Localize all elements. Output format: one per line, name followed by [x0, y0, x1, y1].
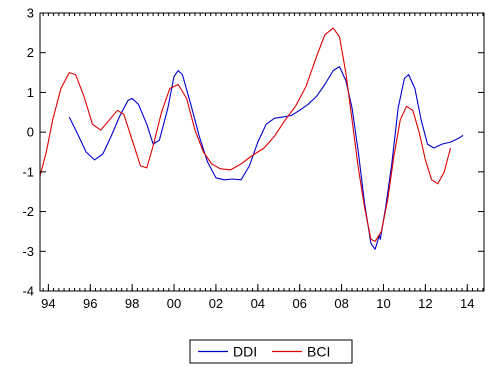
y-tick-label: 2	[27, 45, 34, 60]
x-tick-label: 14	[460, 296, 474, 311]
series-line-ddi	[68, 66, 464, 250]
x-tick-label: 98	[125, 296, 139, 311]
y-tick-label: 3	[27, 6, 34, 21]
legend-label-bci: BCI	[307, 344, 330, 360]
legend: DDI BCI	[189, 339, 353, 364]
y-axis: -4 -3 -2 -1 0 1 2 3	[22, 6, 484, 299]
y-tick-label: -4	[22, 284, 34, 299]
y-tick-label: -2	[22, 204, 34, 219]
x-tick-label: 10	[376, 296, 390, 311]
x-tick-label: 00	[167, 296, 181, 311]
y-tick-label: 1	[27, 85, 34, 100]
x-tick-label: 12	[418, 296, 432, 311]
plot-frame	[39, 12, 485, 292]
x-tick-label: 94	[41, 296, 55, 311]
legend-box	[189, 339, 353, 364]
y-tick-label: -1	[22, 164, 34, 179]
legend-label-ddi: DDI	[233, 344, 257, 360]
x-tick-label: 06	[292, 296, 306, 311]
x-tick-label: 04	[251, 296, 265, 311]
y-tick-label: -3	[22, 244, 34, 259]
x-tick-label: 08	[334, 296, 348, 311]
series-layer	[39, 27, 464, 250]
x-axis: 94 96 98 00 02 04 06 08 10 12 14	[41, 13, 484, 311]
x-tick-label: 96	[83, 296, 97, 311]
series-line-bci	[39, 27, 452, 242]
y-tick-label: 0	[27, 125, 34, 140]
x-tick-label: 02	[209, 296, 223, 311]
